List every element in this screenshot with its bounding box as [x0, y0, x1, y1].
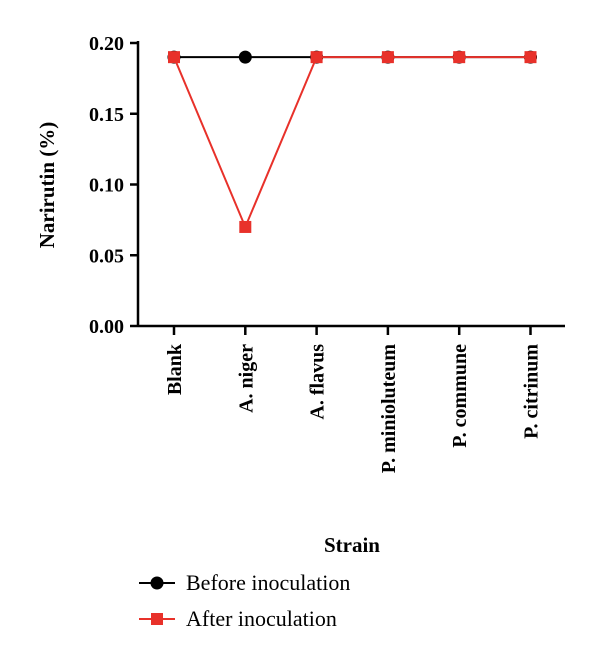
y-tick-label: 0.00	[89, 316, 124, 338]
x-tick-label: A. flavus	[307, 344, 329, 420]
data-point	[168, 51, 180, 64]
legend-label: Before inoculation	[186, 570, 350, 595]
data-point	[239, 220, 252, 233]
x-tick-label: P. minioluteum	[378, 344, 400, 474]
axes: 0.00 0.05 0.10 0.15 0.20 Blank A. niger A. flav…	[89, 33, 565, 473]
data-point	[310, 51, 323, 64]
y-tick-label: 0.10	[89, 175, 124, 197]
x-tick-label: P. commune	[449, 344, 471, 448]
y-axis-title: Narirutin (%)	[35, 122, 59, 249]
y-tick-label: 0.15	[89, 104, 124, 126]
y-tick-label: 0.20	[89, 33, 124, 55]
series-layer	[167, 50, 537, 233]
legend-marker	[150, 576, 164, 590]
legend-marker	[151, 613, 163, 625]
data-point	[524, 51, 537, 64]
x-tick-label: Blank	[164, 343, 186, 395]
x-tick-label: A. niger	[235, 344, 257, 413]
legend: Before inoculation After inoculation	[139, 570, 350, 631]
series-line	[173, 56, 531, 230]
data-point	[238, 50, 252, 64]
x-axis-title: Strain	[324, 533, 380, 557]
y-tick-label: 0.05	[89, 245, 124, 267]
data-point	[453, 51, 466, 64]
data-point	[381, 51, 394, 64]
x-tick-label: P. citrinum	[521, 344, 543, 439]
legend-label: After inoculation	[186, 606, 337, 631]
